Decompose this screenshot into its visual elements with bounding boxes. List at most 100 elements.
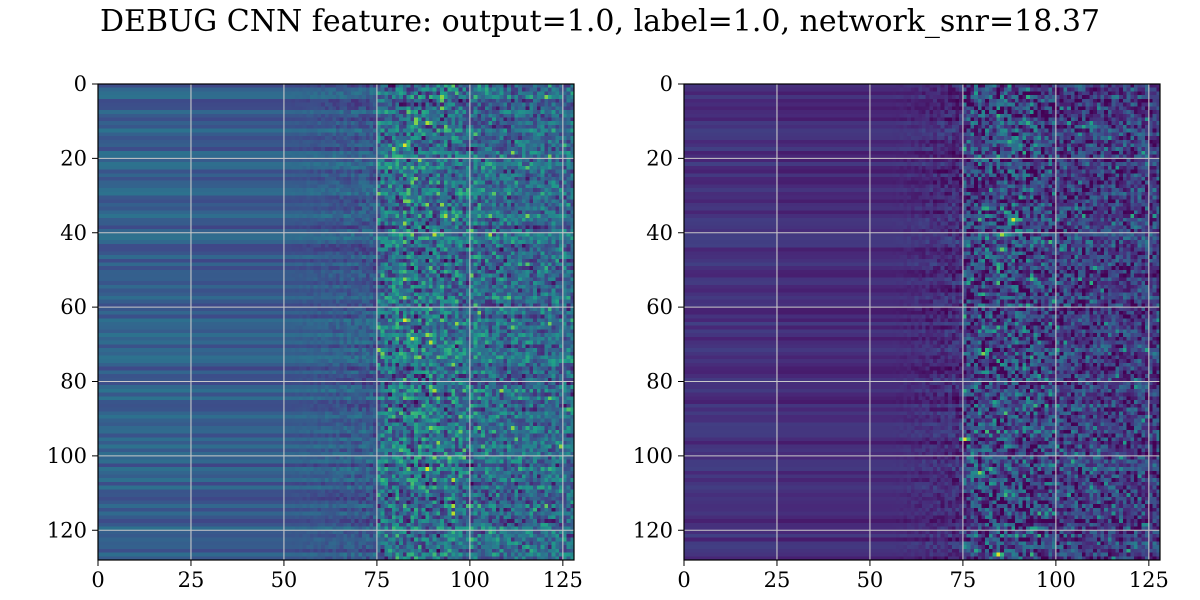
heatmap-cell <box>406 214 411 219</box>
heatmap-cell <box>458 102 463 107</box>
heatmap-cell <box>544 150 549 156</box>
heatmap-cell <box>265 95 270 100</box>
heatmap-cell <box>198 173 203 178</box>
heatmap-cell <box>101 217 106 222</box>
heatmap-cell <box>473 95 478 100</box>
heatmap-cell <box>365 136 370 141</box>
heatmap-cell <box>183 173 188 178</box>
heatmap-cell <box>283 113 289 118</box>
heatmap-cell <box>209 176 214 182</box>
heatmap-cell <box>101 147 106 152</box>
heatmap-cell <box>101 214 106 219</box>
heatmap-cell <box>555 184 560 189</box>
heatmap-cell <box>217 162 222 167</box>
heatmap-cell <box>198 225 203 230</box>
heatmap-cell <box>466 184 471 189</box>
heatmap-cell <box>529 206 534 211</box>
heatmap-cell <box>518 132 523 137</box>
heatmap-cell <box>347 154 352 159</box>
heatmap-cell <box>168 143 173 148</box>
heatmap-cell <box>332 136 337 141</box>
heatmap-cell <box>131 173 136 178</box>
heatmap-cell <box>172 206 177 211</box>
heatmap-cell <box>257 136 262 141</box>
heatmap-cell <box>272 176 277 182</box>
heatmap-cell <box>306 124 311 129</box>
heatmap-cell <box>492 217 497 222</box>
heatmap-cell <box>183 132 188 137</box>
heatmap-cell <box>231 84 236 89</box>
heatmap-cell <box>209 173 214 178</box>
heatmap-cell <box>265 203 270 208</box>
heatmap-cell <box>555 132 560 137</box>
heatmap-cell <box>265 217 270 222</box>
heatmap-cell <box>343 162 348 167</box>
heatmap-cell <box>477 162 482 167</box>
heatmap-cell <box>376 87 381 92</box>
heatmap-cell <box>369 143 374 148</box>
heatmap-cell <box>481 102 486 107</box>
heatmap-cell <box>190 180 196 185</box>
heatmap-cell <box>98 229 103 234</box>
heatmap-cell <box>518 191 523 196</box>
heatmap-cell <box>384 91 389 96</box>
heatmap-cell <box>179 95 184 100</box>
heatmap-cell <box>261 188 266 193</box>
heatmap-cell <box>239 217 244 222</box>
heatmap-cell <box>414 203 419 208</box>
heatmap-cell <box>332 106 337 111</box>
heatmap-cell <box>213 169 218 174</box>
heatmap-cell <box>562 199 567 204</box>
heatmap-cell <box>198 91 203 96</box>
heatmap-cell <box>380 95 385 100</box>
heatmap-cell <box>514 136 519 141</box>
heatmap-cell <box>529 84 534 89</box>
heatmap-cell <box>309 203 315 208</box>
heatmap-cell <box>194 203 199 208</box>
heatmap-cell <box>388 150 393 156</box>
heatmap-cell <box>562 102 567 107</box>
heatmap-cell <box>455 214 460 219</box>
heatmap-cell <box>492 199 497 204</box>
heatmap-cell <box>142 136 147 141</box>
heatmap-cell <box>306 150 311 156</box>
heatmap-cell <box>473 214 478 219</box>
heatmap-cell <box>551 128 556 133</box>
heatmap-cell <box>347 143 352 148</box>
heatmap-cell <box>98 173 103 178</box>
heatmap-cell <box>533 225 538 230</box>
heatmap-cell <box>142 121 147 126</box>
heatmap-cell <box>373 162 378 167</box>
heatmap-cell <box>358 162 363 167</box>
heatmap-cell <box>105 87 110 92</box>
heatmap-cell <box>187 210 192 215</box>
heatmap-cell <box>432 128 437 133</box>
heatmap-cell <box>514 143 519 148</box>
heatmap-cell <box>458 203 463 208</box>
heatmap-cell <box>265 128 270 133</box>
heatmap-cell <box>254 180 259 185</box>
heatmap-cell <box>321 147 326 152</box>
heatmap-cell <box>514 150 519 156</box>
heatmap-cell <box>533 84 538 89</box>
heatmap-cell <box>153 210 158 215</box>
heatmap-cell <box>536 136 541 141</box>
heatmap-cell <box>313 221 318 226</box>
heatmap-cell <box>298 221 303 226</box>
heatmap-cell <box>209 147 214 152</box>
heatmap-cell <box>350 158 355 163</box>
heatmap-cell <box>261 191 266 196</box>
heatmap-cell <box>533 158 538 163</box>
heatmap-cell <box>481 143 486 148</box>
heatmap-cell <box>373 121 378 126</box>
heatmap-cell <box>142 191 147 196</box>
heatmap-cell <box>395 128 400 133</box>
heatmap-cell <box>369 98 374 103</box>
heatmap-cell <box>317 91 322 96</box>
heatmap-cell <box>124 150 129 156</box>
heatmap-cell <box>142 195 147 200</box>
heatmap-cell <box>555 162 560 167</box>
heatmap-cell <box>112 165 117 170</box>
heatmap-cell <box>112 121 117 126</box>
heatmap-cell <box>421 139 426 144</box>
